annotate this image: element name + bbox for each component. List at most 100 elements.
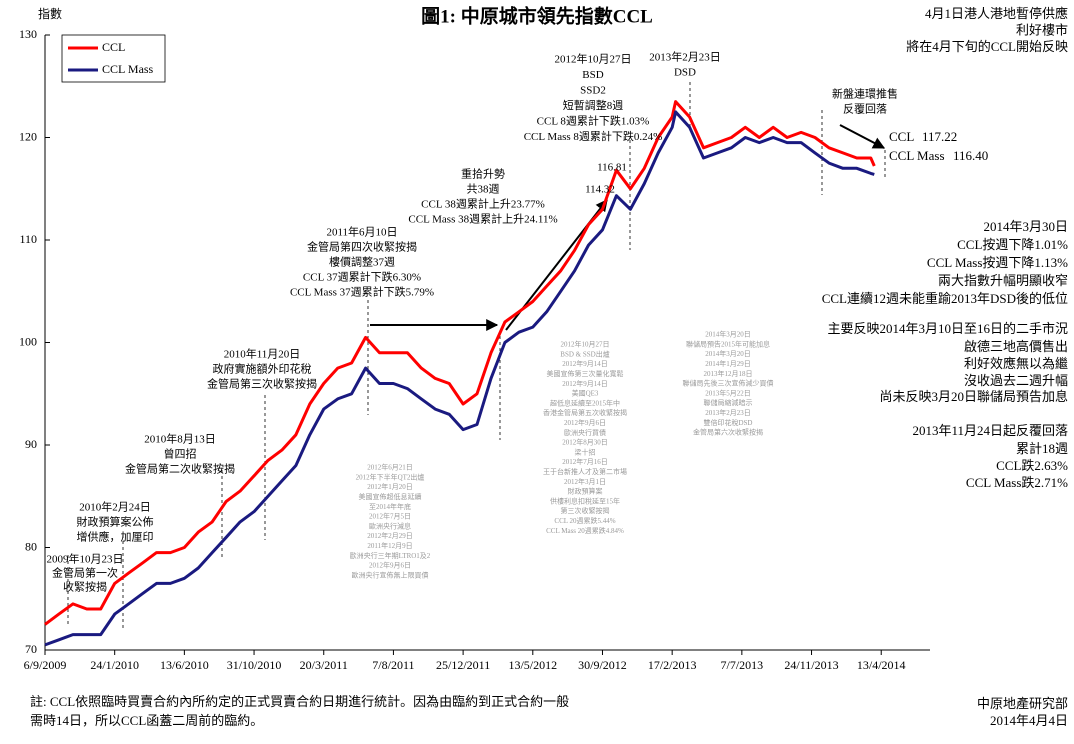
side-note: 利好效應無以為繼 bbox=[964, 356, 1068, 371]
annotation: 重拾升勢 bbox=[461, 167, 505, 181]
background-note: BSD & SSD出爐 bbox=[560, 349, 609, 358]
annotation: CCL Mass 37週累計下跌5.79% bbox=[290, 285, 434, 299]
background-note: 2012年8月30日 bbox=[562, 438, 608, 447]
annotation: CCL Mass 38週累計上升24.11% bbox=[408, 212, 557, 226]
top-note: 將在4月下旬的CCL開始反映 bbox=[906, 39, 1068, 54]
x-tick-label: 25/12/2011 bbox=[436, 658, 490, 672]
annotation: 短暫調整8週 bbox=[563, 98, 624, 112]
background-note: 聯儲局預告2015年可能加息 bbox=[686, 339, 770, 348]
side-note: 啟德三地高價售出 bbox=[964, 339, 1068, 354]
annotation: 2009年10月23日 bbox=[47, 552, 124, 566]
annotation: 2010年2月24日 bbox=[79, 500, 151, 514]
footnote: 註: CCL依照臨時買賣合約內所約定的正式買賣合約日期進行統計。因為由臨約到正式… bbox=[30, 694, 569, 709]
x-tick-label: 7/7/2013 bbox=[721, 658, 764, 672]
background-note: 2012年9月14日 bbox=[562, 359, 608, 368]
arrow bbox=[839, 124, 886, 149]
background-note: 歐洲央行減息 bbox=[369, 521, 411, 530]
annotation: 樓價調整37週 bbox=[329, 255, 395, 269]
background-note: 2012年9月6日 bbox=[564, 418, 606, 427]
side-note: 主要反映2014年3月10日至16日的二手市況 bbox=[827, 321, 1068, 336]
annotation: 增供應，加厘印 bbox=[77, 530, 154, 544]
data-label: 114.32 bbox=[585, 184, 615, 196]
annotation: SSD2 bbox=[580, 85, 606, 97]
source: 2014年4月4日 bbox=[990, 713, 1068, 728]
background-note: 香港金管局第五次收緊按揭 bbox=[543, 408, 627, 417]
background-note: 超低息延續至2015年中 bbox=[550, 398, 620, 407]
annotation: 2012年10月27日 bbox=[555, 52, 632, 66]
side-note: CCL Mass按週下降1.13% bbox=[927, 255, 1068, 270]
background-note: 2012年6月21日 bbox=[367, 463, 413, 472]
background-note: 美國宣佈第三次量化寬鬆 bbox=[547, 369, 624, 378]
side-note: 累計18週 bbox=[1016, 441, 1068, 456]
source: 中原地產研究部 bbox=[977, 696, 1068, 711]
annotation: 2010年11月20日 bbox=[224, 347, 301, 361]
side-note: 2013年11月24日起反覆回落 bbox=[912, 423, 1068, 438]
background-note: 美國QE3 bbox=[572, 389, 599, 398]
annotation: 2010年8月13日 bbox=[144, 432, 216, 446]
background-note: 2012年1月20日 bbox=[367, 482, 413, 491]
background-note: 雙倍印花稅DSD bbox=[703, 418, 752, 427]
background-note: 2012年下半年QT2出爐 bbox=[356, 472, 425, 481]
side-note: CCL連續12週未能重踰2013年DSD後的低位 bbox=[822, 291, 1068, 306]
end-label-name: CCL Mass bbox=[889, 148, 945, 163]
legend-box bbox=[61, 34, 166, 83]
side-note: 沒收過去二週升幅 bbox=[964, 373, 1068, 388]
background-note: 2013年12月18日 bbox=[704, 369, 753, 378]
background-note: 美國宣佈超低息延續 bbox=[359, 492, 422, 501]
x-tick-label: 13/4/2014 bbox=[857, 658, 906, 672]
end-label-value: 117.22 bbox=[922, 129, 957, 144]
side-note: CCL Mass跌2.71% bbox=[966, 475, 1068, 490]
background-note: 2012年2月29日 bbox=[367, 531, 413, 540]
annotation: CCL Mass 8週累計下跌0.24% bbox=[524, 129, 663, 143]
legend-label: CCL bbox=[102, 40, 125, 54]
background-note: 財政預算案 bbox=[568, 487, 603, 496]
data-label: 116.81 bbox=[597, 162, 627, 174]
end-label-name: CCL bbox=[889, 129, 914, 144]
top-note: 4月1日港人港地暫停供應 bbox=[925, 6, 1068, 21]
background-note: 王于台新推人才及第二市場 bbox=[543, 467, 627, 476]
background-note: 供樓利息扣稅延至15年 bbox=[550, 496, 620, 505]
x-tick-label: 13/6/2010 bbox=[160, 658, 209, 672]
annotation: 金管局第一次 bbox=[52, 566, 118, 580]
annotation: CCL 8週累計下跌1.03% bbox=[537, 114, 650, 128]
annotation: 曾四招 bbox=[164, 447, 197, 461]
annotation: 反覆回落 bbox=[843, 103, 887, 116]
x-tick-label: 7/8/2011 bbox=[372, 658, 414, 672]
chart-title: 圖1: 中原城市領先指數CCL bbox=[421, 4, 653, 27]
background-note: CCL 20週累跌5.44% bbox=[554, 516, 615, 525]
y-tick-label: 130 bbox=[19, 27, 37, 41]
background-note: 至2014年年底 bbox=[369, 502, 411, 511]
background-note: 歐洲央行三年期LTRO1及2 bbox=[350, 551, 431, 560]
background-note: 2013年5月22日 bbox=[705, 388, 751, 397]
x-tick-label: 24/11/2013 bbox=[784, 658, 838, 672]
x-tick-label: 13/5/2012 bbox=[508, 658, 557, 672]
background-note: CCL Mass 20週累跌4.84% bbox=[546, 526, 624, 535]
y-tick-label: 110 bbox=[19, 232, 37, 246]
legend-label: CCL Mass bbox=[102, 62, 154, 76]
y-tick-label: 90 bbox=[25, 437, 37, 451]
background-note: 2012年9月14日 bbox=[562, 379, 608, 388]
annotation: 收緊按揭 bbox=[63, 580, 107, 594]
end-label-value: 116.40 bbox=[953, 148, 988, 163]
side-note: 2014年3月30日 bbox=[983, 219, 1068, 234]
x-tick-label: 30/9/2012 bbox=[578, 658, 627, 672]
side-note: CCL按週下降1.01% bbox=[957, 237, 1068, 252]
background-note: 歐洲央行買債 bbox=[564, 428, 606, 437]
background-note: 2014年1月29日 bbox=[705, 359, 751, 368]
annotation: 共38週 bbox=[467, 183, 500, 196]
x-tick-label: 20/3/2011 bbox=[300, 658, 348, 672]
annotation: 政府實施額外印花稅 bbox=[213, 362, 312, 376]
top-note: 利好樓市 bbox=[1016, 22, 1068, 37]
side-note: 尚未反映3月20日聯儲局預告加息 bbox=[879, 389, 1068, 404]
x-tick-label: 24/1/2010 bbox=[90, 658, 139, 672]
y-tick-label: 120 bbox=[19, 129, 37, 143]
footnote: 需時14日，所以CCL函蓋二周前的臨約。 bbox=[30, 713, 263, 728]
x-tick-label: 31/10/2010 bbox=[227, 658, 282, 672]
background-note: 金管局第六次收緊按揭 bbox=[693, 428, 763, 437]
annotation: CCL 37週累計下跌6.30% bbox=[303, 270, 421, 284]
y-axis-label: 指數 bbox=[38, 6, 62, 21]
background-note: 梁十招 bbox=[575, 447, 596, 456]
series-line bbox=[44, 110, 875, 647]
